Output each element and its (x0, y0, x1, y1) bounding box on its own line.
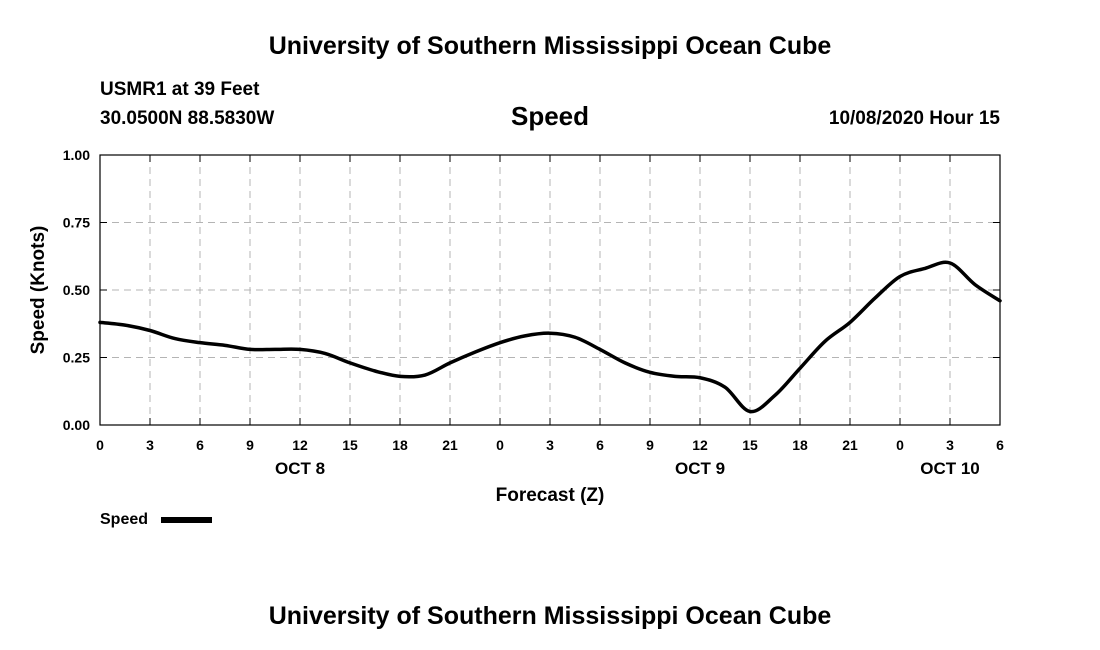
x-tick-label: 3 (146, 437, 154, 453)
axes: 0 3 6 9 12 15 18 21 0 3 6 9 12 15 18 21 0 3 6 0.00 0.25 0.50 0… (63, 147, 1004, 478)
day-label: OCT 9 (675, 459, 725, 478)
plot-frame (99, 154, 1001, 426)
day-label: OCT 10 (920, 459, 980, 478)
series-layer (98, 260, 1002, 414)
x-tick-label: 15 (342, 437, 358, 453)
y-tick-label: 0.50 (63, 282, 90, 298)
y-tick-label: 1.00 (63, 147, 90, 163)
x-tick-label: 3 (546, 437, 554, 453)
x-tick-label: 9 (246, 437, 254, 453)
y-tick-label: 0.75 (63, 215, 90, 231)
x-tick-label: 15 (742, 437, 758, 453)
footer-title: University of Southern Mississippi Ocean… (269, 602, 832, 630)
x-tick-label: 6 (996, 437, 1004, 453)
y-tick-label: 0.25 (63, 350, 90, 366)
issued-datetime: 10/08/2020 Hour 15 (829, 108, 1001, 129)
x-axis-label: Forecast (Z) (496, 485, 605, 506)
x-tick-label: 0 (896, 437, 904, 453)
grid-lines (100, 155, 1000, 425)
legend: Speed (100, 511, 212, 528)
x-tick-label: 6 (196, 437, 204, 453)
y-axis-label: Speed (Knots) (28, 226, 49, 355)
chart-title: University of Southern Mississippi Ocean… (269, 32, 832, 60)
station-label: USMR1 at 39 Feet (100, 79, 260, 100)
legend-label: Speed (100, 511, 148, 528)
day-label: OCT 8 (275, 459, 325, 478)
x-tick-label: 12 (692, 437, 708, 453)
x-tick-label: 6 (596, 437, 604, 453)
x-tick-label: 12 (292, 437, 308, 453)
x-tick-label: 18 (392, 437, 408, 453)
x-tick-label: 18 (792, 437, 808, 453)
x-tick-label: 21 (442, 437, 458, 453)
variable-title: Speed (511, 101, 589, 131)
x-tick-label: 0 (96, 437, 104, 453)
y-tick-label: 0.00 (63, 417, 90, 433)
x-tick-label: 21 (842, 437, 858, 453)
series-line-speed (98, 260, 1002, 414)
x-tick-label: 9 (646, 437, 654, 453)
x-tick-label: 3 (946, 437, 954, 453)
x-tick-label: 0 (496, 437, 504, 453)
location-coordinates: 30.0500N 88.5830W (100, 108, 274, 129)
